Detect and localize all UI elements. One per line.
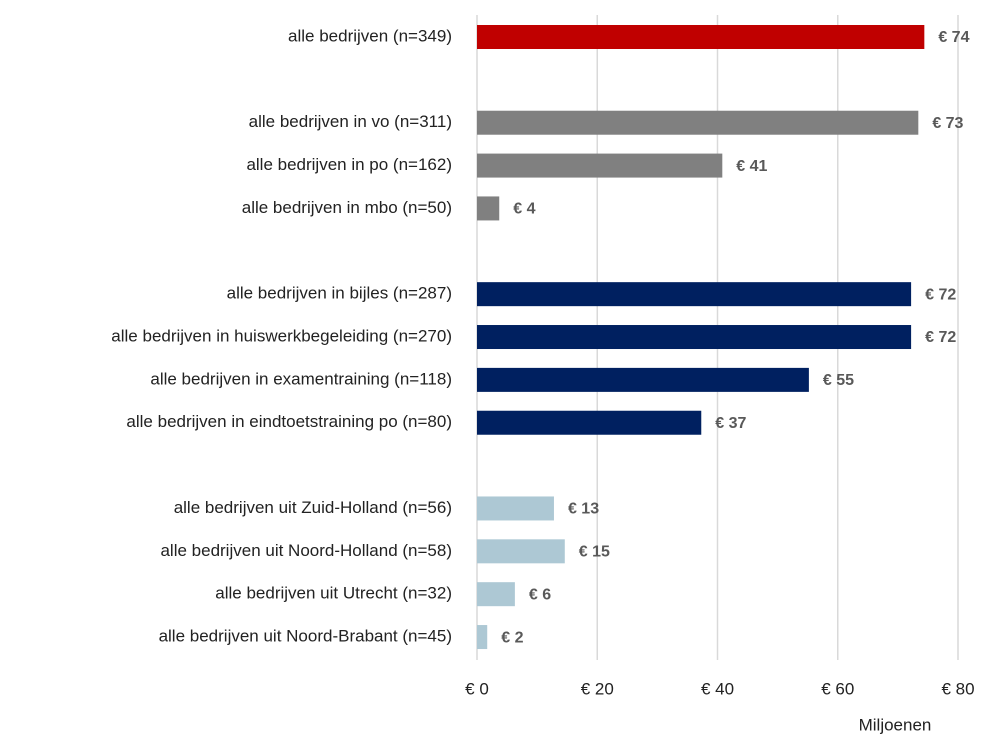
bar <box>477 410 702 435</box>
value-label: € 37 <box>715 415 746 432</box>
y-tick-label: alle bedrijven uit Utrecht (n=32) <box>215 584 452 603</box>
y-tick-label: alle bedrijven in eindtoetstraining po (… <box>126 412 452 431</box>
value-label: € 15 <box>579 544 610 561</box>
y-tick-label: alle bedrijven (n=349) <box>288 26 452 45</box>
value-label: € 41 <box>736 158 767 175</box>
bar <box>477 367 809 392</box>
y-tick-label: alle bedrijven in po (n=162) <box>246 155 452 174</box>
x-tick-label: € 20 <box>581 679 614 698</box>
bar <box>477 110 919 135</box>
bar <box>477 625 488 650</box>
value-label: € 72 <box>925 329 956 346</box>
y-tick-label: alle bedrijven uit Noord-Holland (n=58) <box>160 541 452 560</box>
x-tick-label: € 80 <box>941 679 974 698</box>
y-tick-label: alle bedrijven in huiswerkbegeleiding (n… <box>111 327 452 346</box>
value-label: € 55 <box>823 372 854 389</box>
bar <box>477 196 500 221</box>
value-label: € 73 <box>932 115 963 132</box>
bar <box>477 496 554 521</box>
y-tick-label: alle bedrijven in mbo (n=50) <box>242 198 452 217</box>
bar <box>477 325 912 350</box>
y-tick-label: alle bedrijven in examentraining (n=118) <box>150 369 452 388</box>
bar <box>477 25 925 49</box>
value-label: € 4 <box>513 201 535 218</box>
x-tick-label: € 0 <box>465 679 489 698</box>
bar <box>477 282 912 307</box>
x-tick-label: € 40 <box>701 679 734 698</box>
y-tick-label: alle bedrijven uit Zuid-Holland (n=56) <box>174 498 452 517</box>
value-label: € 74 <box>938 29 969 46</box>
value-label: € 72 <box>925 286 956 303</box>
x-axis-label: Miljoenen <box>859 715 932 734</box>
y-tick-label: alle bedrijven in vo (n=311) <box>249 112 452 131</box>
value-label: € 6 <box>529 586 551 603</box>
y-tick-label: alle bedrijven uit Noord-Brabant (n=45) <box>159 627 452 646</box>
value-label: € 13 <box>568 501 599 518</box>
bar <box>477 539 565 564</box>
value-label: € 2 <box>501 629 523 646</box>
x-tick-label: € 60 <box>821 679 854 698</box>
bar <box>477 153 723 178</box>
bar <box>477 582 515 607</box>
y-tick-label: alle bedrijven in bijles (n=287) <box>227 284 452 303</box>
